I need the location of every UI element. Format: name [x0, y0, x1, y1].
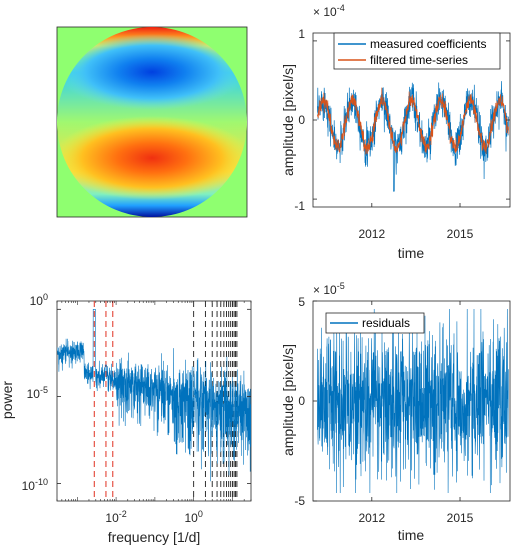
exponent-label-br: × 10-5 [313, 281, 345, 297]
ytick-0-br: 0 [298, 394, 305, 408]
legend-label-measured: measured coefficients [370, 37, 487, 51]
legend-tr: measured coefficients filtered time-seri… [333, 32, 501, 70]
disk-image [57, 27, 247, 217]
xtick-1e-2: 10-2 [105, 509, 126, 525]
xtick-1e0: 100 [185, 509, 203, 525]
panel-coefficients: × 10-4 1 0 -1 2012 2015 time amplitude [… [280, 3, 511, 261]
ytick-1: 1 [298, 27, 305, 41]
ylabel-amplitude: amplitude [pixel/s] [280, 64, 296, 176]
ytick-1e0: 100 [30, 292, 48, 308]
xlabel-time-br: time [398, 527, 425, 543]
ytick-1e-5: 10-5 [27, 385, 48, 401]
ytick-5: 5 [298, 295, 305, 309]
xlabel-time: time [398, 245, 425, 261]
series-measured-coefficients [317, 81, 509, 192]
series-power-spectrum [57, 309, 251, 482]
xlabel-frequency: frequency [1/d] [108, 529, 201, 545]
legend-label-residuals: residuals [362, 316, 410, 330]
ytick-minus1: -1 [294, 199, 305, 213]
disk-image-panel [56, 26, 248, 218]
series-residuals [317, 308, 509, 494]
xtick-2012-br: 2012 [358, 511, 385, 525]
xtick-2015-br: 2015 [447, 511, 474, 525]
ytick-0: 0 [298, 113, 305, 127]
series-filtered-time-series [317, 87, 509, 155]
xtick-2015: 2015 [447, 227, 474, 241]
panel-residuals: × 10-5 5 0 -5 2012 2015 time amplitude [… [280, 281, 511, 543]
legend-br: residuals [325, 312, 425, 334]
panel-power-spectrum: 100 10-5 10-10 10-2 100 frequency [1/d] … [0, 292, 252, 545]
ylabel-amplitude-br: amplitude [pixel/s] [280, 344, 296, 456]
ytick-minus5: -5 [294, 494, 305, 508]
xtick-2012: 2012 [358, 227, 385, 241]
exponent-label-tr: × 10-4 [313, 3, 345, 19]
ytick-1e-10: 10-10 [22, 477, 48, 493]
ylabel-power: power [0, 381, 15, 419]
legend-label-filtered: filtered time-series [370, 53, 468, 67]
